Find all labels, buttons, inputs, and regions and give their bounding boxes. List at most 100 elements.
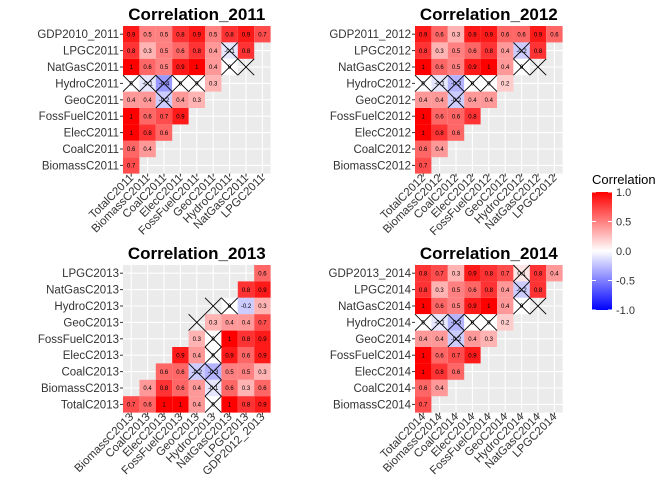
heatmap-cell: [172, 58, 189, 76]
cell-value-label: 0.8: [242, 337, 251, 343]
cell-value-label: 0: [422, 321, 426, 327]
cell-value-label: -0.2: [241, 304, 252, 310]
cell-value-label: 0.6: [452, 131, 461, 137]
heatmap-cell: [172, 108, 189, 125]
heatmap-cell: [123, 58, 140, 76]
cell-value-label: 0.7: [501, 271, 510, 277]
cell-value-label: 0.6: [127, 147, 136, 153]
heatmap-cell: [237, 26, 255, 43]
insignificant-cross: [463, 74, 481, 92]
heatmap-cell: [480, 330, 497, 347]
cell-value-label: -0.2: [516, 288, 527, 294]
cell-value-label: -0.3: [451, 321, 462, 327]
cell-value-label: 0: [179, 82, 183, 88]
heatmap-cell: [415, 124, 432, 141]
y-axis-label: LPGC2012: [354, 46, 411, 58]
insignificant-cross: [513, 264, 531, 282]
cell-value-label: 0.9: [258, 353, 267, 359]
heatmap-cell: [123, 124, 140, 141]
cell-value-label: 1: [162, 403, 166, 409]
y-axis-label: HydroC2013: [54, 301, 119, 313]
cell-value-label: 0.9: [485, 32, 494, 38]
legend-tick-label: 0.5: [616, 217, 631, 229]
cell-value-label: 0.9: [468, 65, 477, 71]
heatmap-cell: [155, 108, 173, 125]
cell-value-label: 0.6: [176, 370, 185, 376]
insignificant-cross: [431, 74, 449, 92]
y-axis-label: GeoC2013: [63, 317, 119, 329]
heatmap-cell: [415, 281, 432, 298]
heatmap-cell: [480, 42, 497, 59]
cell-value-label: 0.4: [242, 321, 251, 327]
y-axis-label: TotalC2013: [61, 399, 119, 411]
heatmap-cell: [221, 347, 238, 364]
heatmap-cell: [254, 26, 271, 43]
heatmap-cell: [431, 140, 448, 158]
heatmap-cell: [237, 363, 255, 380]
insignificant-cross: [414, 313, 432, 331]
cell-value-label: 0.7: [452, 353, 461, 359]
insignificant-cross: [447, 74, 465, 92]
heatmap-cell: [172, 42, 189, 59]
cell-value-label: 0.6: [435, 304, 444, 310]
heatmap-cell: [513, 26, 530, 43]
cell-value-label: 0.4: [435, 337, 444, 343]
cell-value-label: -0.1: [142, 82, 153, 88]
heatmap-cell: [205, 314, 222, 331]
heatmap-cell: [497, 265, 514, 282]
heatmap-cell: [254, 265, 271, 282]
cell-value-label: 0.8: [534, 49, 543, 55]
heatmap-cell: [431, 91, 448, 108]
heatmap-cell: [415, 347, 432, 364]
insignificant-cross: [204, 395, 222, 413]
cell-value-label: 0.5: [452, 65, 461, 71]
heatmap-cell: [254, 314, 271, 331]
cell-value-label: 1: [422, 114, 426, 120]
cell-value-label: 0.4: [468, 98, 477, 104]
heatmap-cell: [480, 297, 497, 315]
insignificant-cross: [204, 363, 222, 381]
heatmap-cell: [497, 26, 514, 43]
insignificant-cross: [414, 74, 432, 92]
legend-tick-label: 1.0: [616, 187, 631, 199]
heatmap-cell: [415, 91, 432, 108]
cell-value-label: 0.8: [160, 386, 169, 392]
heatmap-cell: [221, 26, 238, 43]
heatmap-cell: [139, 91, 156, 108]
heatmap-cell: [447, 265, 465, 282]
y-axis-label: NatGasC2013: [46, 285, 119, 297]
cell-value-label: 0.4: [435, 386, 444, 392]
heatmap-cell: [139, 108, 156, 125]
heatmap-cell: [497, 314, 514, 331]
heatmap-cell: [254, 363, 271, 380]
cell-value-label: -0.1: [208, 386, 219, 392]
cell-value-label: 1: [487, 304, 491, 310]
heatmap-cell: [188, 58, 205, 76]
heatmap-panel-1: Correlation_2011 0.9 0.5 0.5 0.8 0.9 0.5 0.8 0.9…: [37, 5, 271, 238]
cell-value-label: -0.2: [192, 370, 203, 376]
cell-value-label: 0.6: [225, 386, 234, 392]
heatmap-cell: [123, 91, 140, 108]
heatmap-cell: [431, 363, 448, 380]
cell-value-label: 0: [212, 337, 216, 343]
cell-value-label: 0.6: [419, 386, 428, 392]
cell-value-label: 0.6: [468, 288, 477, 294]
cell-value-label: 0.8: [193, 49, 202, 55]
insignificant-cross: [204, 330, 222, 348]
y-axis-label: FossFuelC2012: [330, 111, 411, 123]
cell-value-label: 0.9: [468, 32, 477, 38]
heatmap-cell: [480, 26, 497, 43]
cell-value-label: 0.8: [435, 370, 444, 376]
heatmap-cell: [205, 58, 222, 76]
insignificant-cross: [513, 42, 531, 60]
heatmap-cell: [139, 58, 156, 76]
heatmap-cell: [480, 265, 497, 282]
heatmap-cell: [172, 347, 189, 364]
cell-value-label: 0.6: [435, 32, 444, 38]
cell-value-label: -0.3: [451, 82, 462, 88]
cell-value-label: 0.3: [209, 82, 218, 88]
panel-title: Correlation_2011: [128, 5, 265, 24]
cell-value-label: 0.4: [225, 321, 234, 327]
insignificant-cross: [221, 297, 239, 315]
heatmap-cell: [205, 75, 222, 92]
